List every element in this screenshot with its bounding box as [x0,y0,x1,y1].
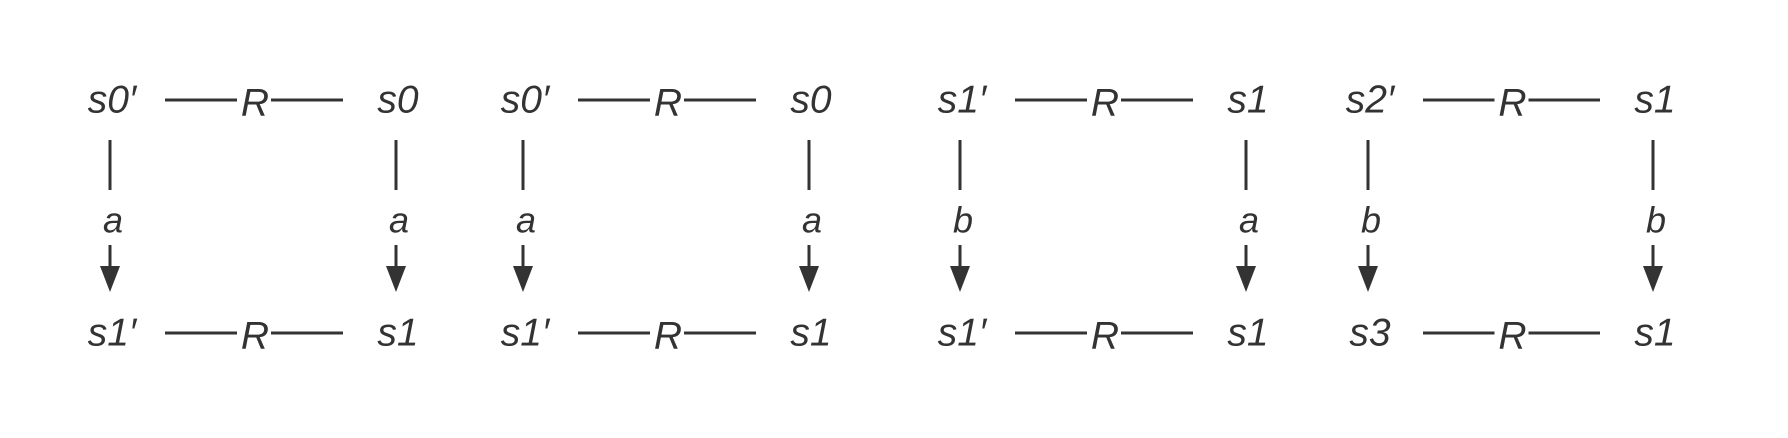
top-left-state: s1′ [938,79,988,122]
arrow-head-icon [386,266,406,292]
bottom-right-state: s1 [377,312,418,355]
left-action-label: b [953,200,973,241]
bottom-left-state: s1′ [501,312,551,355]
right-action-label: a [1239,200,1259,241]
right-action-label: a [389,200,409,241]
top-relation-edge: R [1423,82,1600,125]
right-transition-arrow: b [1643,140,1666,292]
bottom-relation-edge: R [1015,315,1193,358]
bottom-relation-label: R [241,315,269,358]
bottom-relation-edge: R [578,315,756,358]
top-relation-edge: R [165,82,343,125]
bottom-right-state: s1 [1227,312,1268,355]
top-left-state: s2′ [1346,79,1396,122]
top-relation-edge: R [578,82,756,125]
bottom-left-state: s1′ [88,312,138,355]
diagram-1: s0′ s0 Ra a s1′ s1 R [88,79,419,358]
arrow-head-icon [513,266,533,292]
arrow-head-icon [950,266,970,292]
arrow-head-icon [1236,266,1256,292]
top-relation-label: R [1498,82,1526,125]
right-transition-arrow: a [386,140,409,292]
bottom-relation-label: R [1498,315,1526,358]
top-relation-label: R [241,82,269,125]
arrow-head-icon [799,266,819,292]
diagram-3: s1′ s1 Rb a s1′ s1 R [938,79,1269,358]
left-transition-arrow: b [1358,140,1381,292]
right-action-label: a [802,200,822,241]
top-right-state: s0 [790,79,832,122]
top-relation-label: R [654,82,682,125]
bottom-relation-label: R [1091,315,1119,358]
left-transition-arrow: a [513,140,536,292]
diagram-4: s2′ s1 Rb b s3 s1 R [1346,79,1676,358]
bottom-left-state: s1′ [938,312,988,355]
right-transition-arrow: a [799,140,822,292]
left-action-label: b [1361,200,1381,241]
left-action-label: a [516,200,536,241]
left-action-label: a [103,200,123,241]
bottom-relation-edge: R [1423,315,1600,358]
top-left-state: s0′ [501,79,551,122]
arrow-head-icon [100,266,120,292]
arrow-head-icon [1643,266,1663,292]
top-left-state: s0′ [88,79,138,122]
bottom-relation-edge: R [165,315,343,358]
diagram-2: s0′ s0 Ra a s1′ s1 R [501,79,832,358]
left-transition-arrow: b [950,140,973,292]
bottom-left-state: s3 [1349,312,1391,355]
arrow-head-icon [1358,266,1378,292]
top-relation-label: R [1091,82,1119,125]
top-right-state: s0 [377,79,419,122]
top-relation-edge: R [1015,82,1193,125]
top-right-state: s1 [1634,79,1675,122]
top-right-state: s1 [1227,79,1268,122]
bottom-right-state: s1 [790,312,831,355]
right-action-label: b [1646,200,1666,241]
left-transition-arrow: a [100,140,123,292]
right-transition-arrow: a [1236,140,1259,292]
bottom-relation-label: R [654,315,682,358]
bottom-right-state: s1 [1634,312,1675,355]
